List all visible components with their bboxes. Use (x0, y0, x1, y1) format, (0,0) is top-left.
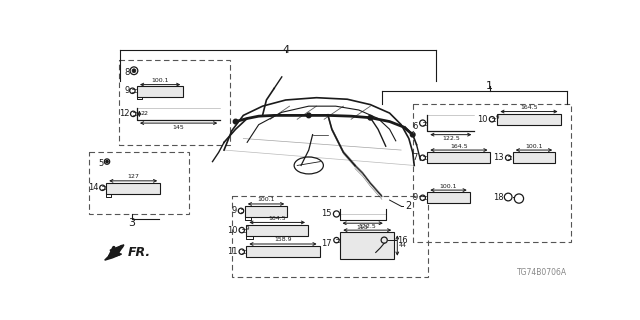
Text: 1: 1 (486, 81, 493, 91)
Text: 16: 16 (397, 236, 408, 245)
Bar (118, 60, 230, 145)
Text: 164.5: 164.5 (520, 105, 538, 110)
Text: 158.9: 158.9 (274, 237, 292, 243)
Circle shape (132, 69, 136, 73)
Circle shape (234, 119, 238, 124)
Bar (428, 192, 470, 203)
Text: 127: 127 (127, 174, 139, 179)
Text: 113: 113 (356, 225, 369, 230)
Text: 100.1: 100.1 (440, 184, 457, 188)
Text: 12: 12 (119, 109, 129, 118)
Circle shape (106, 160, 108, 163)
Circle shape (368, 116, 372, 120)
Text: 100.1: 100.1 (152, 78, 169, 83)
Bar (106, 183, 160, 194)
Text: 4: 4 (282, 44, 289, 54)
Text: 9: 9 (232, 206, 237, 215)
Circle shape (307, 113, 311, 118)
Bar (245, 206, 287, 217)
Bar (137, 86, 183, 97)
Text: 9: 9 (413, 193, 418, 202)
Text: 122.5: 122.5 (358, 224, 376, 228)
Text: 9: 9 (496, 115, 499, 120)
Text: 100.1: 100.1 (257, 197, 275, 203)
Text: 22: 22 (141, 111, 149, 116)
Text: TG74B0706A: TG74B0706A (516, 268, 566, 277)
Text: 164.5: 164.5 (450, 143, 468, 148)
Text: 6: 6 (413, 122, 418, 131)
Text: 164.5: 164.5 (268, 216, 286, 221)
Text: 2: 2 (405, 201, 412, 211)
Text: 11: 11 (227, 247, 237, 256)
Polygon shape (105, 245, 124, 260)
Text: 18: 18 (493, 193, 504, 202)
Text: 8: 8 (124, 68, 129, 77)
Bar (90, 152, 189, 214)
Text: 13: 13 (493, 153, 504, 162)
Bar (340, 232, 394, 259)
Circle shape (410, 132, 415, 137)
Text: FR.: FR. (128, 246, 151, 259)
Text: 9: 9 (246, 226, 249, 230)
Text: 122.5: 122.5 (442, 136, 460, 141)
Bar (497, 114, 561, 124)
Text: 10: 10 (477, 115, 488, 124)
Bar (246, 246, 319, 257)
Bar (413, 104, 570, 243)
Bar (428, 152, 490, 163)
Text: 5: 5 (98, 159, 103, 168)
Text: 9: 9 (124, 86, 129, 95)
Text: 3: 3 (128, 218, 135, 228)
Text: 44: 44 (399, 243, 407, 248)
Bar (513, 152, 555, 163)
Text: 14: 14 (88, 183, 99, 192)
Text: 15: 15 (321, 210, 332, 219)
Bar (246, 225, 308, 236)
Text: 7: 7 (413, 153, 418, 162)
Text: 100.1: 100.1 (525, 143, 543, 148)
Text: 145: 145 (173, 124, 184, 130)
Bar (232, 196, 428, 277)
Text: 10: 10 (227, 226, 237, 235)
Text: 17: 17 (321, 239, 332, 248)
